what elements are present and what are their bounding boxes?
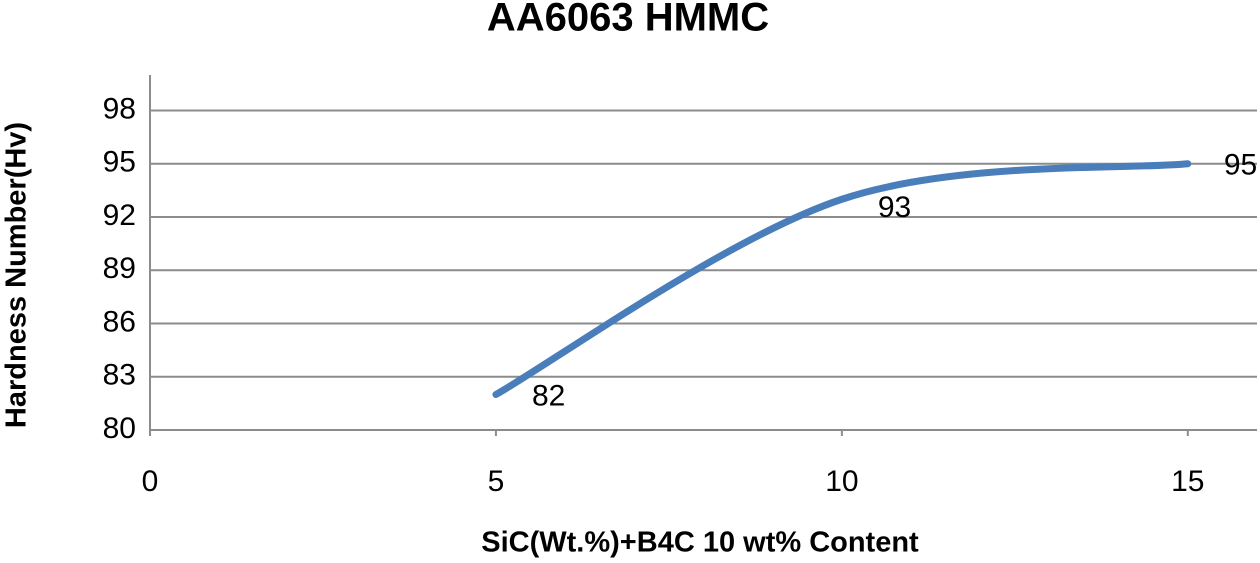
y-tick-label: 98 bbox=[103, 92, 136, 125]
y-tick-label: 80 bbox=[103, 412, 136, 445]
x-tick-label: 0 bbox=[142, 465, 159, 498]
y-tick-label: 83 bbox=[103, 359, 136, 392]
data-label: 95 bbox=[1224, 149, 1257, 182]
x-tick-label: 10 bbox=[825, 465, 858, 498]
x-tick-label: 5 bbox=[488, 465, 505, 498]
data-line bbox=[492, 160, 1192, 398]
data-label: 82 bbox=[532, 379, 565, 412]
chart-title: AA6063 HMMC bbox=[487, 0, 769, 40]
x-tick-label: 15 bbox=[1171, 465, 1204, 498]
data-label: 93 bbox=[878, 191, 911, 224]
y-tick-label: 86 bbox=[103, 305, 136, 338]
y-axis-title: Hardness Number(Hv) bbox=[1, 122, 33, 428]
y-tick-label: 95 bbox=[103, 146, 136, 179]
x-axis-title: SiC(Wt.%)+B4C 10 wt% Content bbox=[481, 527, 919, 559]
y-tick-label: 92 bbox=[103, 199, 136, 232]
y-tick-label: 89 bbox=[103, 252, 136, 285]
